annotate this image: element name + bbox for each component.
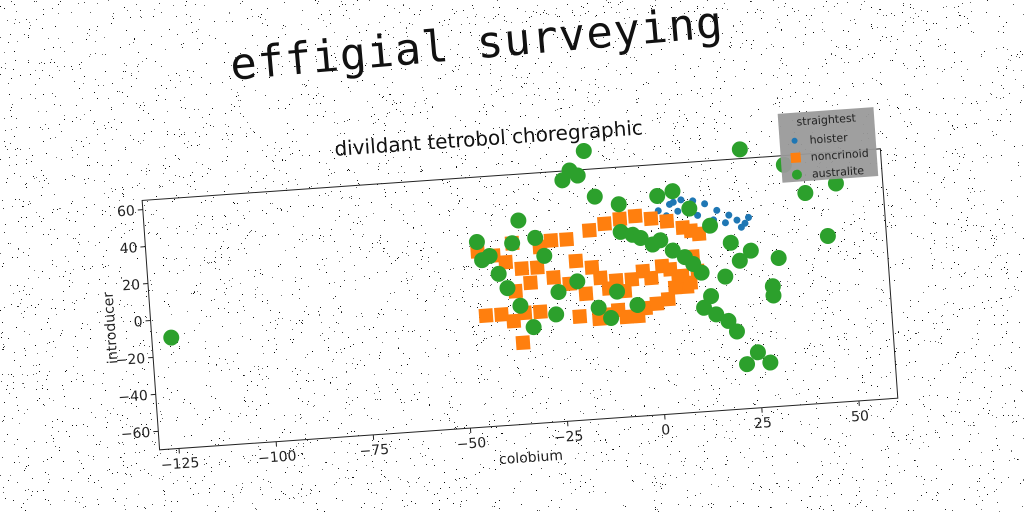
chart-area: divildant tetrobol choregraphic −125 −100… [88, 92, 931, 508]
hoister-point [701, 200, 708, 207]
australite-point [722, 234, 739, 251]
legend-label-hoister: hoister [809, 131, 848, 147]
australite-point [510, 212, 527, 229]
x-tick-label: −125 [160, 455, 199, 474]
australite-point [770, 249, 787, 266]
legend-marker-noncrinoid [790, 152, 801, 163]
hoister-point [713, 207, 720, 214]
noncrinoid-point [597, 216, 612, 231]
data-points [152, 125, 857, 413]
noncrinoid-point [523, 275, 538, 290]
australite-point [163, 329, 180, 346]
australite-point [731, 141, 748, 158]
x-tick-label: −50 [456, 435, 487, 453]
hoister-point [733, 216, 740, 223]
australite-point [548, 306, 565, 323]
legend-label-australite: australite [812, 164, 865, 181]
noncrinoid-point [659, 214, 674, 229]
x-tick-label: −100 [258, 448, 297, 467]
hoister-point [725, 211, 732, 218]
hoister-point [722, 219, 729, 226]
y-tick-label: −60 [120, 425, 151, 443]
australite-point [649, 187, 666, 204]
australite-point [586, 188, 603, 205]
hoister-point [674, 207, 681, 214]
noncrinoid-point [572, 309, 587, 324]
noncrinoid-point [628, 209, 643, 224]
y-tick-label: 40 [119, 240, 138, 257]
scatter-chart: divildant tetrobol choregraphic −125 −100… [88, 92, 931, 508]
y-tick-label: 20 [122, 277, 141, 294]
noncrinoid-point [644, 211, 659, 226]
noncrinoid-point [479, 308, 494, 323]
noncrinoid-point [494, 307, 509, 322]
australite-point [819, 227, 836, 244]
australite-point [575, 142, 592, 159]
noncrinoid-point [514, 261, 529, 276]
x-axis-label: colobium [499, 448, 564, 468]
noncrinoid-point [544, 233, 559, 248]
noncrinoid-point [546, 270, 561, 285]
noncrinoid-point [533, 304, 548, 319]
australite-point [525, 319, 542, 336]
australite-point [610, 196, 627, 213]
x-tick-label: 0 [661, 422, 671, 439]
noncrinoid-point [559, 232, 574, 247]
x-tick-label: −75 [359, 442, 390, 460]
x-tick-label: 50 [851, 408, 870, 425]
x-tick-label: 25 [753, 415, 772, 432]
australite-point [797, 184, 814, 201]
y-tick-label: 0 [133, 314, 143, 331]
x-tick-label: −25 [553, 428, 584, 446]
australite-point [664, 183, 681, 200]
hoister-point [677, 196, 684, 203]
noncrinoid-point [582, 223, 597, 238]
y-tick-label: 60 [117, 203, 136, 220]
noncrinoid-point [516, 335, 531, 350]
y-tick-label: −40 [118, 388, 149, 406]
australite-point [717, 268, 734, 285]
noncrinoid-point [568, 254, 583, 269]
y-axis-label: introducer [100, 291, 121, 364]
